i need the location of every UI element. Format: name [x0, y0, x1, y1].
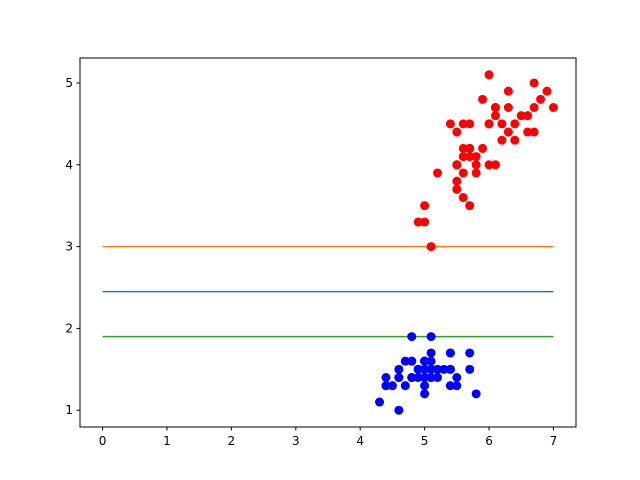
- point: [529, 103, 539, 112]
- point: [413, 217, 423, 227]
- point: [458, 152, 468, 162]
- point: [529, 78, 539, 88]
- point: [452, 381, 462, 391]
- point: [433, 364, 443, 374]
- point: [452, 127, 462, 137]
- point: [420, 381, 430, 391]
- point: [465, 201, 475, 211]
- point: [452, 160, 462, 170]
- point: [458, 193, 468, 202]
- point: [458, 143, 468, 153]
- point: [426, 373, 436, 382]
- x-tick-label: 7: [550, 434, 558, 448]
- point: [426, 356, 436, 366]
- axes-frame: [79, 57, 577, 428]
- x-tick-label: 3: [292, 434, 300, 448]
- point: [471, 160, 481, 170]
- point: [381, 373, 391, 382]
- point: [445, 364, 455, 374]
- point: [413, 373, 423, 382]
- point: [478, 94, 488, 104]
- point: [400, 356, 410, 366]
- y-tick-label: 4: [65, 158, 73, 172]
- point: [420, 356, 430, 366]
- point: [452, 176, 462, 186]
- point: [523, 111, 533, 121]
- point: [394, 405, 404, 415]
- y-tick-label: 3: [65, 240, 73, 254]
- point: [503, 86, 513, 96]
- point: [490, 160, 500, 170]
- point: [490, 103, 500, 112]
- point: [471, 152, 481, 162]
- x-tick-label: 5: [421, 434, 429, 448]
- plot-area: [102, 70, 558, 415]
- point: [516, 111, 526, 121]
- point: [465, 119, 475, 129]
- y-tick-label: 1: [65, 403, 73, 417]
- point: [465, 152, 475, 162]
- point: [375, 397, 385, 407]
- point: [413, 364, 423, 374]
- x-tick-label: 4: [356, 434, 364, 448]
- point: [433, 373, 443, 382]
- point: [445, 119, 455, 129]
- point: [394, 364, 404, 374]
- point: [465, 143, 475, 153]
- point: [426, 242, 436, 252]
- point: [548, 103, 558, 112]
- x-tick-label: 6: [485, 434, 493, 448]
- point: [381, 381, 391, 391]
- point: [465, 364, 475, 374]
- point: [452, 184, 462, 194]
- x-tick-label: 1: [163, 434, 171, 448]
- point: [471, 168, 481, 178]
- point: [484, 119, 494, 129]
- point: [387, 381, 397, 391]
- point: [452, 373, 462, 382]
- point: [503, 103, 513, 112]
- point: [510, 119, 520, 129]
- point: [490, 111, 500, 121]
- point: [471, 389, 481, 399]
- point: [439, 364, 449, 374]
- point: [484, 70, 494, 80]
- point: [407, 332, 417, 342]
- point: [420, 217, 430, 227]
- point: [445, 348, 455, 358]
- point: [484, 160, 494, 170]
- y-tick-label: 5: [65, 76, 73, 90]
- point: [400, 381, 410, 391]
- point: [497, 135, 507, 145]
- x-tick-label: 0: [99, 434, 107, 448]
- point: [497, 119, 507, 129]
- point: [542, 86, 552, 96]
- point: [458, 168, 468, 178]
- point: [478, 143, 488, 153]
- point: [420, 364, 430, 374]
- point: [407, 373, 417, 382]
- point: [458, 119, 468, 129]
- point: [536, 94, 546, 104]
- point: [529, 127, 539, 137]
- point: [523, 127, 533, 137]
- point: [394, 373, 404, 382]
- point: [426, 364, 436, 374]
- point: [420, 373, 430, 382]
- y-tick-label: 2: [65, 321, 73, 335]
- point: [445, 381, 455, 391]
- point: [503, 127, 513, 137]
- point: [510, 135, 520, 145]
- point: [426, 332, 436, 342]
- point: [426, 348, 436, 358]
- point: [407, 356, 417, 366]
- point: [420, 201, 430, 211]
- point: [420, 389, 430, 399]
- point: [433, 168, 443, 178]
- point: [465, 348, 475, 358]
- x-tick-label: 2: [228, 434, 236, 448]
